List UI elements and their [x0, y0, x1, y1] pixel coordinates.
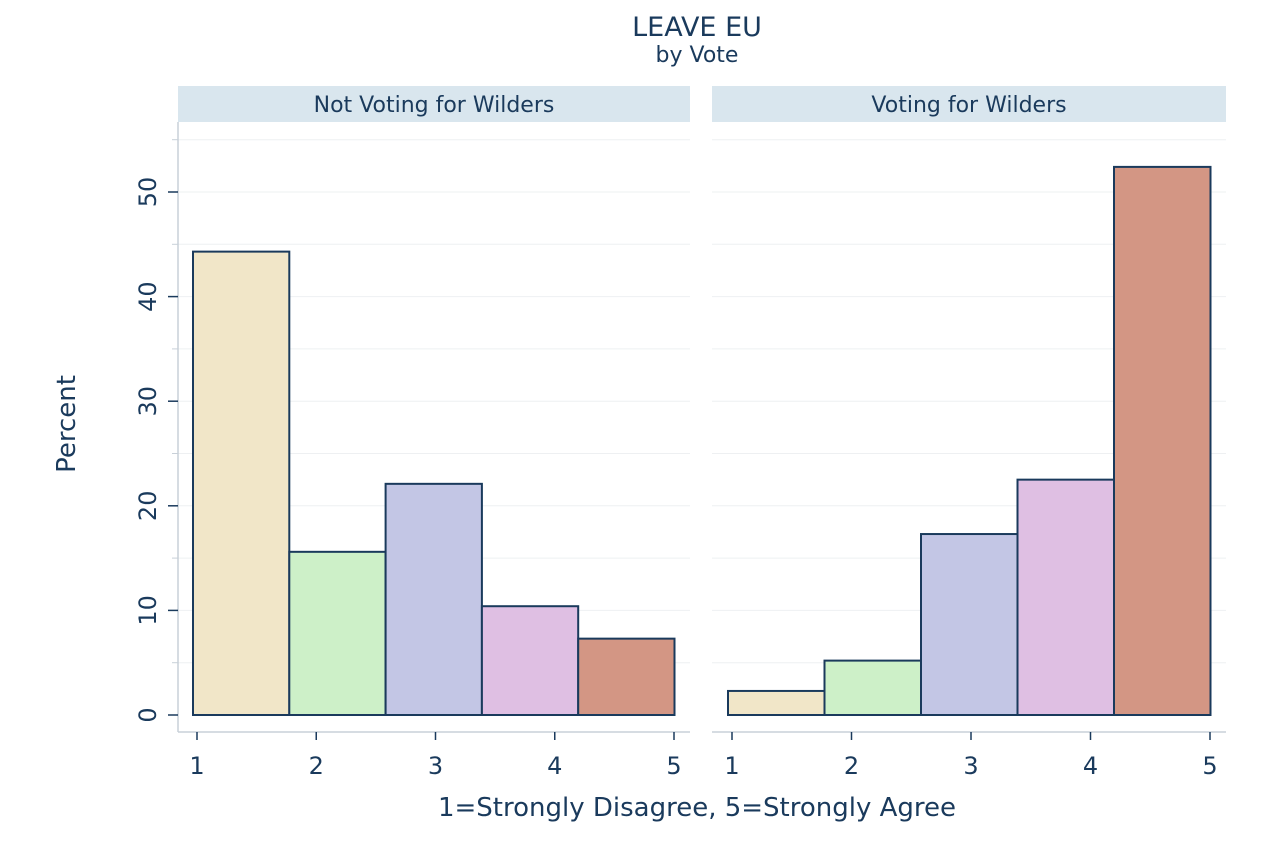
y-tick-label: 40 — [134, 281, 162, 312]
plot-area-voting: 1 2 3 4 5 — [712, 139, 1226, 780]
x-tick-label: 2 — [844, 752, 859, 780]
x-axis-label: 1=Strongly Disagree, 5=Strongly Agree — [438, 793, 956, 823]
x-tick-label: 4 — [1083, 752, 1098, 780]
y-axis-label: Percent — [52, 375, 82, 473]
chart-subtitle: by Vote — [656, 43, 739, 68]
y-tick-label: 10 — [134, 595, 162, 626]
strip-label-not-voting: Not Voting for Wilders — [314, 93, 555, 118]
x-tick-label: 4 — [547, 752, 562, 780]
bar-not-voting-1 — [192, 250, 291, 716]
bar-voting-5 — [1113, 165, 1212, 716]
x-tick-label: 3 — [963, 752, 978, 780]
bar-not-voting-2 — [288, 550, 387, 716]
x-tick-label: 1 — [724, 752, 739, 780]
bar-not-voting-3 — [384, 482, 483, 717]
bar-voting-2 — [823, 659, 922, 716]
chart-title: LEAVE EU — [632, 12, 762, 43]
y-tick-label: 50 — [134, 177, 162, 208]
bar-not-voting-4 — [480, 605, 580, 716]
y-tick-label: 0 — [134, 707, 162, 722]
y-axis: 0 10 20 30 40 50 — [134, 122, 179, 732]
plot-area-not-voting: 1 2 3 4 5 — [178, 139, 690, 780]
panel-not-voting: Not Voting for Wilders 1 2 3 4 5 — [178, 86, 690, 780]
x-tick-label: 1 — [189, 752, 204, 780]
x-tick-label: 5 — [666, 752, 681, 780]
strip-not-voting — [178, 86, 690, 122]
x-tick-label: 2 — [309, 752, 324, 780]
panel-voting: Voting for Wilders 1 2 3 4 5 — [712, 86, 1226, 780]
bar-voting-4 — [1016, 478, 1115, 716]
bar-voting-3 — [920, 533, 1019, 716]
strip-voting — [712, 86, 1226, 122]
y-tick-label: 30 — [134, 386, 162, 417]
x-tick-label: 3 — [428, 752, 443, 780]
bar-not-voting-5 — [577, 637, 676, 717]
x-tick-label: 5 — [1202, 752, 1217, 780]
y-tick-label: 20 — [134, 491, 162, 522]
bar-voting-1 — [727, 689, 826, 717]
strip-label-voting: Voting for Wilders — [871, 93, 1066, 118]
